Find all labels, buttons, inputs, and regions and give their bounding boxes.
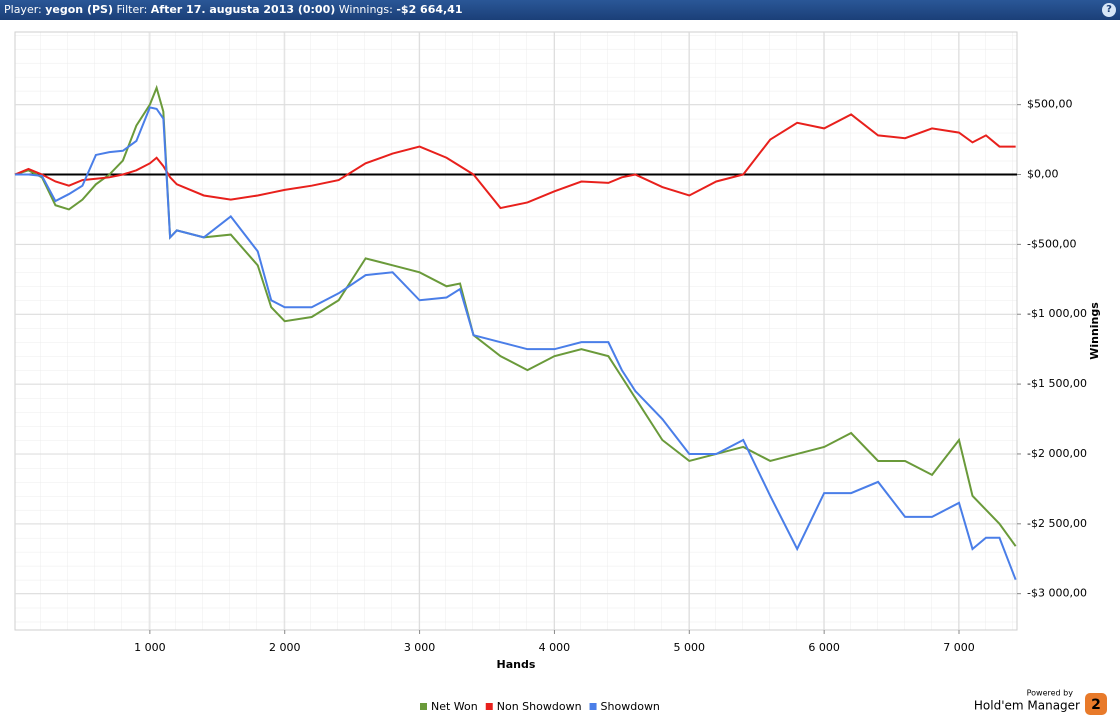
y-axis-title: Winnings	[1088, 302, 1101, 360]
legend-label: Non Showdown	[497, 700, 582, 713]
series-line	[15, 106, 1017, 581]
chart: Hands Winnings Powered by Hold'em Manage…	[14, 31, 1107, 715]
y-tick-label: -$500,00	[1027, 237, 1076, 250]
legend-swatch	[589, 703, 597, 710]
y-tick-label: -$2 000,00	[1027, 447, 1087, 460]
legend-swatch	[485, 703, 493, 710]
x-tick-label: 5 000	[674, 641, 706, 654]
x-tick-label: 2 000	[269, 641, 301, 654]
plot-area	[14, 31, 1018, 631]
y-tick-label: -$2 500,00	[1027, 517, 1087, 530]
brand-version: 2	[1091, 697, 1101, 713]
y-tick-label: -$1 500,00	[1027, 377, 1087, 390]
y-tick-label: $500,00	[1027, 98, 1073, 111]
legend-swatch	[420, 703, 427, 710]
winnings-label: Winnings:	[338, 3, 393, 16]
header-bar: Player: yegon (PS) Filter: After 17. aug…	[0, 0, 1120, 20]
help-button[interactable]: ?	[1102, 3, 1116, 17]
x-tick-label: 3 000	[404, 641, 436, 654]
y-tick-label: -$3 000,00	[1027, 587, 1087, 600]
player-label: Player:	[4, 3, 42, 16]
series-line	[14, 113, 1016, 210]
y-tick-label: -$1 000,00	[1027, 307, 1087, 320]
legend-label: Net Won	[431, 700, 478, 713]
x-tick-label: 1 000	[134, 641, 166, 654]
series-line	[14, 84, 1017, 547]
brand-powered: Powered by	[1027, 689, 1074, 698]
player-value: yegon (PS)	[45, 3, 114, 16]
x-tick-label: 7 000	[943, 641, 975, 654]
y-tick-label: $0,00	[1027, 168, 1059, 181]
brand-logo	[1085, 693, 1107, 715]
filter-label: Filter:	[116, 3, 148, 16]
x-tick-label: 4 000	[539, 641, 571, 654]
brand-name: Hold'em Manager	[974, 699, 1080, 713]
legend-label: Showdown	[601, 700, 660, 713]
winnings-value: -$2 664,41	[396, 3, 463, 16]
x-tick-label: 6 000	[808, 641, 840, 654]
filter-value: After 17. augusta 2013 (0:00)	[150, 3, 336, 16]
x-axis-title: Hands	[497, 658, 536, 671]
